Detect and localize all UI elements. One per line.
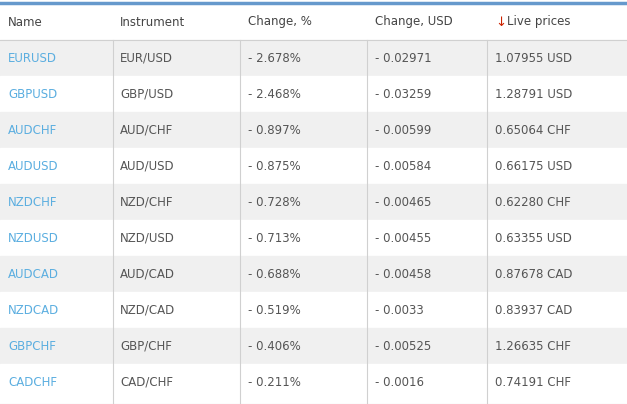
Text: Live prices: Live prices <box>507 15 571 29</box>
Text: 0.83937 CAD: 0.83937 CAD <box>495 303 572 316</box>
Bar <box>0 328 627 364</box>
Bar <box>0 148 627 184</box>
Text: Instrument: Instrument <box>120 15 185 29</box>
Text: EUR/USD: EUR/USD <box>120 51 173 65</box>
Text: - 0.00525: - 0.00525 <box>375 339 431 353</box>
Text: NZD/CHF: NZD/CHF <box>120 196 174 208</box>
Text: GBPCHF: GBPCHF <box>8 339 56 353</box>
Text: - 0.0033: - 0.0033 <box>375 303 424 316</box>
Text: - 0.713%: - 0.713% <box>248 231 301 244</box>
Text: Name: Name <box>8 15 43 29</box>
Text: CAD/CHF: CAD/CHF <box>120 375 173 389</box>
Text: - 0.00455: - 0.00455 <box>375 231 431 244</box>
Text: NZDUSD: NZDUSD <box>8 231 59 244</box>
Bar <box>0 4 627 40</box>
Text: - 0.02971: - 0.02971 <box>375 51 431 65</box>
Text: - 0.00584: - 0.00584 <box>375 160 431 173</box>
Bar <box>0 364 627 400</box>
Text: Change, %: Change, % <box>248 15 312 29</box>
Text: AUD/USD: AUD/USD <box>120 160 175 173</box>
Text: - 0.0016: - 0.0016 <box>375 375 424 389</box>
Text: Change, USD: Change, USD <box>375 15 453 29</box>
Text: 0.66175 USD: 0.66175 USD <box>495 160 572 173</box>
Text: CADCHF: CADCHF <box>8 375 57 389</box>
Bar <box>0 292 627 328</box>
Text: EURUSD: EURUSD <box>8 51 57 65</box>
Text: - 2.678%: - 2.678% <box>248 51 301 65</box>
Text: 0.65064 CHF: 0.65064 CHF <box>495 124 571 137</box>
Text: 0.87678 CAD: 0.87678 CAD <box>495 267 572 280</box>
Text: 1.07955 USD: 1.07955 USD <box>495 51 572 65</box>
Text: NZDCAD: NZDCAD <box>8 303 59 316</box>
Text: - 0.406%: - 0.406% <box>248 339 301 353</box>
Bar <box>0 76 627 112</box>
Text: - 0.688%: - 0.688% <box>248 267 300 280</box>
Text: - 0.00458: - 0.00458 <box>375 267 431 280</box>
Text: - 2.468%: - 2.468% <box>248 88 301 101</box>
Text: AUD/CAD: AUD/CAD <box>120 267 175 280</box>
Text: - 0.875%: - 0.875% <box>248 160 300 173</box>
Text: 0.62280 CHF: 0.62280 CHF <box>495 196 571 208</box>
Text: NZD/CAD: NZD/CAD <box>120 303 176 316</box>
Bar <box>0 256 627 292</box>
Text: AUDUSD: AUDUSD <box>8 160 59 173</box>
Bar <box>0 220 627 256</box>
Text: GBP/USD: GBP/USD <box>120 88 173 101</box>
Bar <box>0 40 627 76</box>
Text: GBPUSD: GBPUSD <box>8 88 57 101</box>
Text: - 0.00599: - 0.00599 <box>375 124 431 137</box>
Text: - 0.728%: - 0.728% <box>248 196 301 208</box>
Text: 1.26635 CHF: 1.26635 CHF <box>495 339 571 353</box>
Text: AUDCAD: AUDCAD <box>8 267 59 280</box>
Text: AUDCHF: AUDCHF <box>8 124 57 137</box>
Text: 0.74191 CHF: 0.74191 CHF <box>495 375 571 389</box>
Text: ↓: ↓ <box>495 15 506 29</box>
Text: - 0.03259: - 0.03259 <box>375 88 431 101</box>
Text: NZD/USD: NZD/USD <box>120 231 175 244</box>
Text: GBP/CHF: GBP/CHF <box>120 339 172 353</box>
Text: - 0.897%: - 0.897% <box>248 124 301 137</box>
Bar <box>0 184 627 220</box>
Text: - 0.519%: - 0.519% <box>248 303 301 316</box>
Text: - 0.00465: - 0.00465 <box>375 196 431 208</box>
Text: 1.28791 USD: 1.28791 USD <box>495 88 572 101</box>
Text: 0.63355 USD: 0.63355 USD <box>495 231 572 244</box>
Text: NZDCHF: NZDCHF <box>8 196 58 208</box>
Text: - 0.211%: - 0.211% <box>248 375 301 389</box>
Text: AUD/CHF: AUD/CHF <box>120 124 173 137</box>
Bar <box>0 112 627 148</box>
